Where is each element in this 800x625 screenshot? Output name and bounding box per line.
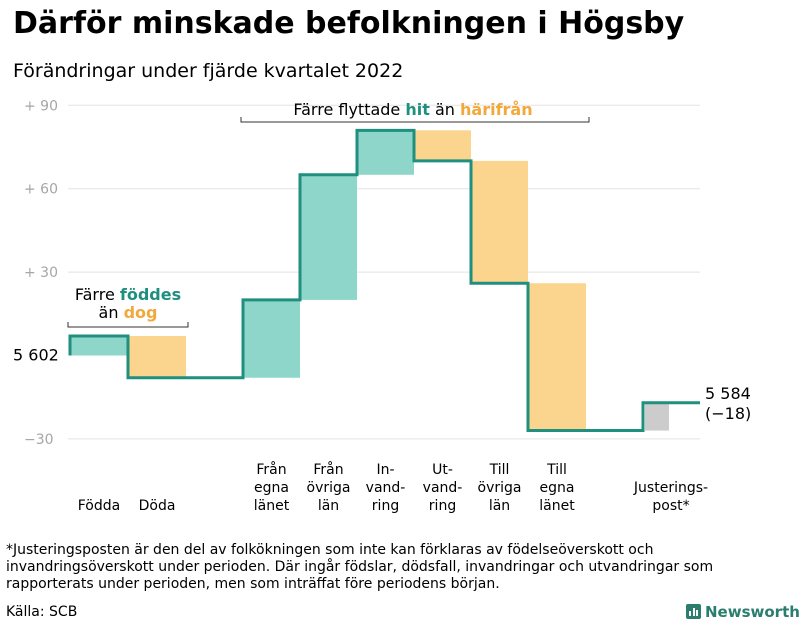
start-value-label: 5 602 [13,346,59,365]
increase-bar [70,336,128,356]
category-label: Till [546,462,567,478]
source-label: Källa: SCB [6,604,78,620]
annotation-text: än [430,100,460,119]
footnote: *Justeringsposten är den del av folkökni… [6,542,714,592]
y-tick-label: + 60 [24,182,58,198]
decrease-bar [128,336,186,378]
category-label: län [318,498,339,514]
category-label: egna [254,480,289,496]
category-label: Från [256,461,286,478]
cumulative-step-line [68,128,700,433]
increase-bar [357,130,414,175]
category-label: Ut- [432,462,453,478]
category-label: övriga [307,480,351,496]
category-label: vand- [423,480,463,496]
chart-subtitle: Förändringar under fjärde kvartalet 2022 [13,60,404,82]
migration-annotation: Färre flyttade hit än härifrån [293,100,532,119]
category-label: ring [372,498,399,514]
decrease-bar [471,160,528,284]
annotation-text: Färre flyttade [293,100,405,119]
category-label: vand- [366,480,406,496]
waterfall-chart: + 90 + 60 + 30 −30 Födda Döda Från egna länet Fr… [13,98,751,514]
decrease-bar [414,130,471,161]
chart-title: Därför minskade befolkningen i Högsby [13,6,685,41]
end-value-label: 5 584 [705,384,751,403]
y-tick-label: −30 [24,432,54,448]
category-label: Från [313,461,343,478]
category-label: Justerings- [633,480,708,496]
migration-bracket [240,117,590,123]
y-tick-label: + 30 [24,265,58,281]
category-label: Födda [78,498,120,514]
decrease-bar [528,283,586,431]
births-bracket [67,322,189,328]
y-tick-label: + 90 [24,98,58,114]
births-annotation-line2: än dog [99,303,158,322]
brand-logo: Newsworthy [686,603,800,621]
category-label: ring [429,498,456,514]
annotation-text: än [99,303,124,322]
category-label: Till [489,462,510,478]
adjustment-bar [645,402,669,431]
category-label: In- [376,462,394,478]
annotation-highlight: dog [124,303,158,322]
births-annotation: Färre föddes [75,285,181,304]
category-label: Döda [139,498,176,514]
category-label: övriga [478,480,522,496]
annotation-text: Färre [75,285,120,304]
category-label: länet [539,498,575,514]
increase-bar [300,174,357,300]
increase-bar [243,299,300,378]
category-label: län [489,498,510,514]
annotation-highlight: hit [405,100,430,119]
end-change-label: (−18) [705,404,751,423]
category-label: egna [540,480,575,496]
brand-name: Newsworthy [705,603,800,621]
category-label: post* [652,498,689,514]
annotation-highlight: föddes [120,285,181,304]
category-label: länet [254,498,290,514]
annotation-highlight: härifrån [460,100,533,119]
bar-chart-icon [686,604,701,619]
